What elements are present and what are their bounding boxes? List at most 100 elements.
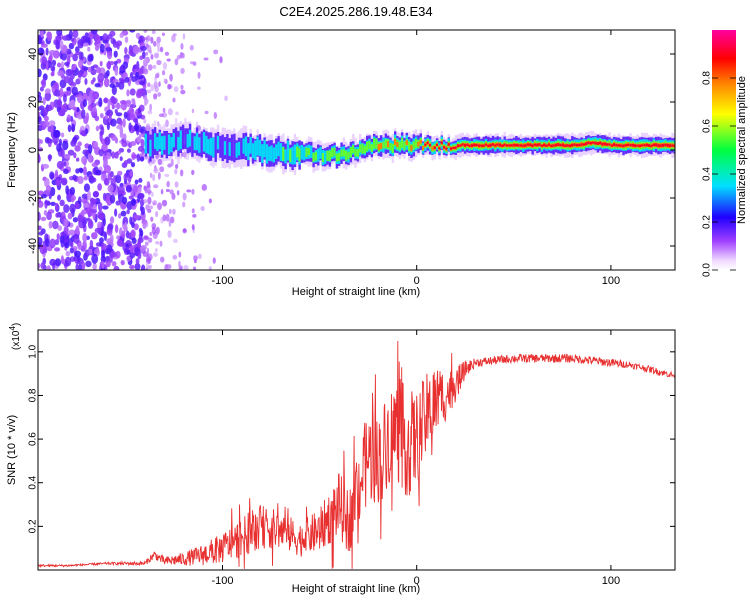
spectrogram-noise-speck [83, 202, 89, 208]
spectrogram-noise-speck [131, 204, 137, 210]
spectrogram-cell [172, 132, 175, 148]
spectrogram-noise-speck [54, 247, 61, 252]
spectrogram-cell [212, 137, 215, 158]
spectrogram-noise-speck [124, 76, 130, 83]
spectrogram-noise-speck [122, 61, 129, 70]
spectrogram-cell [359, 144, 362, 153]
spectrogram-cell [400, 137, 404, 148]
spectrogram-noise-speck [86, 95, 91, 101]
spectrogram-noise-speck [106, 49, 113, 60]
spectrogram-noise-speck [60, 211, 66, 222]
spectrogram-cell [230, 134, 234, 161]
spectrogram-noise-speck [66, 86, 72, 91]
spectrogram-noise-speck [62, 35, 69, 41]
spectrogram-noise-speck [149, 231, 153, 237]
snr-y-axis: 0.2 0.4 0.6 0.8 1.0 [28, 344, 675, 533]
spectrogram-cell [410, 145, 413, 151]
spectrogram-noise-speck [97, 202, 103, 212]
spectrogram-noise-speck [74, 250, 81, 258]
spectrogram-noise-speck [191, 108, 195, 114]
spectrogram-cell [645, 143, 649, 147]
spectrogram-cell [480, 144, 483, 147]
spectrogram-noise-speck [82, 149, 90, 156]
spectrogram-cell [620, 144, 623, 147]
spectrogram-cell [144, 133, 148, 154]
spectrogram-cell [557, 143, 560, 146]
spectrogram-cell [638, 144, 642, 148]
spectrogram-noise-speck [56, 143, 62, 153]
spectrogram-noise-speck [75, 225, 80, 236]
spectrogram-noise-speck [106, 152, 111, 160]
spectrogram-noise-speck [78, 51, 83, 60]
spectrogram-cell [391, 143, 395, 153]
spectrogram-y-tick-label: 20 [27, 96, 39, 108]
spectrogram-cell [440, 141, 443, 144]
spectrogram-noise-speck [69, 71, 75, 80]
spectrogram-cell [317, 148, 320, 162]
spectrogram-cell [366, 141, 369, 152]
spectrogram-noise-speck [77, 176, 84, 185]
spectrogram-cell [431, 146, 434, 151]
spectrogram-cell [177, 136, 180, 151]
spectrogram-noise-speck [143, 199, 148, 204]
spectrogram-noise-speck [182, 151, 187, 158]
spectrogram-noise-speck [143, 185, 147, 190]
spectrogram-noise-speck [95, 125, 100, 132]
spectrogram-noise-speck [44, 177, 50, 188]
snr-y-tick-label: 0.2 [28, 519, 39, 533]
spectrogram-cell [547, 143, 551, 146]
spectrogram-noise-speck [129, 30, 136, 33]
spectrogram-noise-speck [128, 195, 134, 200]
spectrogram-noise-speck [122, 118, 126, 128]
spectrogram-noise-speck [46, 104, 53, 112]
spectrogram-cell [356, 149, 360, 157]
spectrogram-noise-speck [172, 238, 178, 244]
spectrogram-noise-speck [103, 97, 109, 104]
spectrogram-noise-speck [167, 83, 172, 90]
spectrogram-noise-speck [131, 221, 135, 229]
spectrogram-cell [305, 147, 308, 157]
spectrogram-noise-speck [191, 188, 195, 195]
spectrogram-noise-speck [115, 112, 123, 117]
snr-y-multiplier: (x104) [8, 323, 22, 350]
spectrogram-x-tick-label: 100 [602, 275, 620, 287]
spectrogram-noise-speck [197, 253, 202, 260]
spectrogram-noise-speck [176, 190, 180, 196]
spectrogram-noise-speck [151, 30, 156, 35]
spectrogram-noise-speck [54, 258, 62, 267]
spectrogram-noise-speck [139, 205, 144, 212]
spectrogram-cell [477, 144, 481, 147]
spectrogram-noise-speck [94, 44, 100, 52]
spectrogram-noise-speck [116, 124, 123, 130]
spectrogram-noise-speck [154, 85, 159, 93]
spectrogram-cell [205, 135, 208, 154]
spectrogram-noise-speck [138, 185, 142, 194]
snr-background [38, 330, 675, 570]
snr-y-multiplier-exp: 4 [8, 326, 17, 331]
spectrogram-noise-speck [147, 64, 153, 71]
spectrogram-noise-speck [155, 241, 160, 245]
spectrogram-y-tick-label: -20 [27, 190, 39, 206]
spectrogram-noise-speck [142, 221, 147, 230]
spectrogram-noise-speck [59, 40, 64, 51]
spectrogram-noise-speck [182, 228, 187, 234]
spectrogram-noise-speck [99, 60, 103, 67]
spectrogram-noise-speck [121, 230, 126, 239]
spectrogram-noise-speck [83, 183, 91, 192]
spectrogram-cell [608, 143, 611, 146]
spectrogram-cell [657, 144, 660, 147]
spectrogram-noise-speck [82, 232, 88, 243]
spectrogram-noise-speck [68, 229, 76, 236]
spectrogram-noise-speck [162, 61, 168, 70]
spectrogram-noise-speck [208, 265, 212, 270]
spectrogram-x-axis: -100 0 100 [211, 30, 620, 287]
spectrogram-noise-speck [129, 171, 134, 177]
spectrogram-cell [566, 144, 569, 147]
figure-title: C2E4.2025.286.19.48.E34 [279, 4, 432, 19]
spectrogram-cell [578, 143, 581, 147]
spectrogram-noise-speck [72, 136, 78, 142]
spectrogram-noise-speck [122, 196, 128, 205]
spectrogram-noise-speck [130, 140, 137, 146]
spectrogram-cell [568, 144, 572, 148]
